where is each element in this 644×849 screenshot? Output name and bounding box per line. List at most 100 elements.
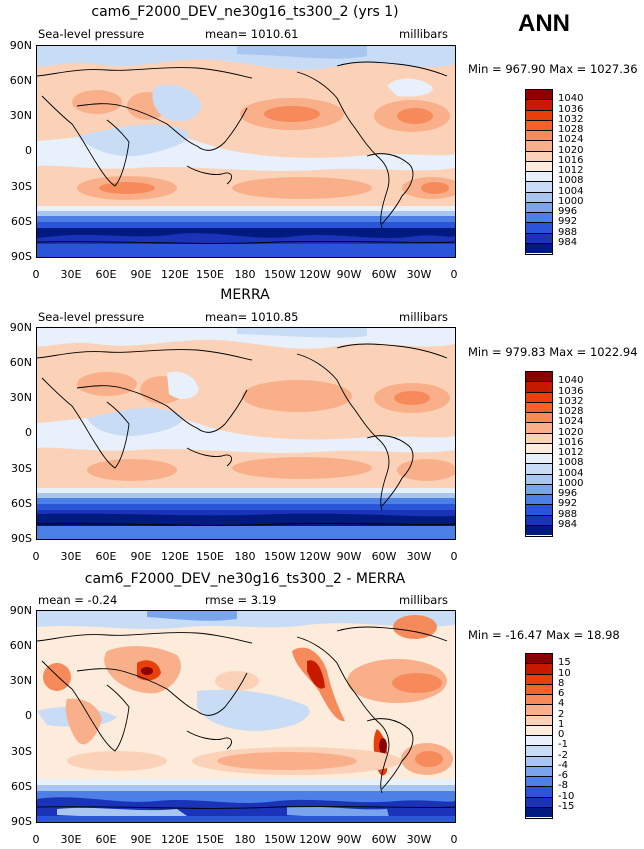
colorbar-swatch	[526, 172, 552, 183]
lat-label: 60N	[9, 74, 32, 87]
lon-label: 180	[234, 550, 256, 563]
colorbar-tick-label: 1036	[558, 385, 584, 397]
lon-label: 90W	[336, 268, 362, 281]
lon-label: 0	[450, 268, 458, 281]
colorbar-tick-label: 1016	[558, 436, 584, 448]
colorbar-tick-label: 1040	[558, 375, 584, 387]
lat-label: 90N	[9, 39, 32, 52]
colorbar	[525, 89, 553, 255]
units-label: millibars	[399, 593, 449, 607]
lon-label: 120W	[299, 268, 331, 281]
lon-label: 180	[234, 833, 256, 846]
lat-label: 60S	[11, 215, 32, 228]
lat-label: 30N	[9, 391, 32, 404]
colorbar-tick-label: 1028	[558, 406, 584, 417]
lat-label: 90N	[9, 604, 32, 617]
colorbar-tick-label: 1032	[558, 113, 584, 125]
colorbar-swatch	[526, 695, 552, 706]
colorbar-tick-label: 6	[558, 688, 565, 699]
lon-label: 90W	[336, 550, 362, 563]
colorbar-tick-label: 1004	[558, 185, 584, 197]
map-plot	[36, 610, 456, 823]
lat-label: 30N	[9, 674, 32, 687]
lon-label: 120E	[161, 550, 189, 563]
colorbar-tick-label: 984	[558, 518, 578, 530]
colorbar-swatch	[526, 100, 552, 111]
colorbar-swatch	[526, 454, 552, 465]
colorbar-tick-label: -8	[558, 780, 568, 792]
lon-label: 180	[234, 268, 256, 281]
colorbar-swatch	[526, 141, 552, 152]
colorbar-tick-label: -6	[558, 770, 568, 781]
colorbar-swatch	[526, 777, 552, 788]
colorbar-swatch	[526, 120, 552, 131]
colorbar-tick-label: 992	[558, 216, 578, 228]
colorbar-swatch	[526, 664, 552, 675]
lon-label: 30W	[406, 268, 432, 281]
colorbar-swatch	[526, 213, 552, 224]
colorbar-swatch	[526, 705, 552, 716]
colorbar-tick-label: 984	[558, 236, 578, 248]
colorbar-swatch	[526, 151, 552, 162]
units-label: millibars	[399, 310, 449, 324]
season-label: ANN	[518, 10, 570, 37]
lon-label: 60E	[95, 550, 117, 563]
lon-label: 30E	[60, 268, 82, 281]
colorbar-tick-label: -2	[558, 749, 568, 761]
colorbar-tick-label: 8	[558, 677, 565, 689]
lat-label: 0	[25, 426, 32, 439]
colorbar-tick-label: 2	[558, 708, 565, 720]
colorbar-swatch	[526, 684, 552, 695]
lat-label: 90S	[11, 250, 32, 263]
colorbar-swatch	[526, 474, 552, 485]
lon-label: 60E	[95, 833, 117, 846]
minmax-label: Min = 967.90 Max = 1027.36	[468, 62, 638, 76]
lon-label: 30W	[406, 550, 432, 563]
lon-label: 90E	[130, 268, 152, 281]
colorbar-swatch	[526, 736, 552, 747]
colorbar-swatch	[526, 202, 552, 213]
lon-label: 0	[450, 550, 458, 563]
colorbar-swatch	[526, 372, 552, 383]
lat-label: 60S	[11, 497, 32, 510]
lon-label: 150E	[196, 833, 224, 846]
colorbar-tick-label: -10	[558, 790, 575, 802]
colorbar-tick-label: 992	[558, 498, 578, 510]
colorbar-tick-label: 15	[558, 657, 571, 669]
mean-label: mean= 1010.85	[205, 310, 299, 324]
colorbar-tick-label: 1024	[558, 134, 584, 146]
colorbar-swatch	[526, 674, 552, 685]
colorbar-tick-label: 1024	[558, 416, 584, 428]
colorbar-tick-label: 1016	[558, 154, 584, 166]
panel-title: cam6_F2000_DEV_ne30g16_ts300_2 (yrs 1)	[91, 4, 399, 20]
map-field	[37, 46, 455, 257]
variable-label: Sea-level pressure	[38, 310, 145, 324]
lon-label: 60W	[371, 268, 397, 281]
colorbar-tick-label: 1020	[558, 144, 584, 156]
panel-title: MERRA	[220, 287, 270, 303]
colorbar-tick-label: 1012	[558, 447, 584, 458]
colorbar-swatch	[526, 433, 552, 444]
lon-label: 150W	[264, 550, 296, 563]
colorbar-tick-label: 1012	[558, 165, 584, 176]
colorbar-swatch	[526, 443, 552, 454]
lon-label: 0	[32, 550, 40, 563]
colorbar-swatch	[526, 495, 552, 506]
colorbar-swatch	[526, 797, 552, 808]
colorbar-tick-label: 1028	[558, 124, 584, 135]
colorbar-swatch	[526, 654, 552, 665]
colorbar-tick-label: -4	[558, 759, 568, 771]
lon-label: 90E	[130, 833, 152, 846]
lat-label: 30S	[11, 745, 32, 758]
colorbar	[525, 653, 553, 819]
colorbar-swatch	[526, 243, 552, 253]
lon-label: 120W	[299, 833, 331, 846]
lon-label: 90E	[130, 550, 152, 563]
colorbar-swatch	[526, 464, 552, 475]
colorbar-swatch	[526, 715, 552, 726]
colorbar-swatch	[526, 223, 552, 234]
colorbar-swatch	[526, 525, 552, 535]
map-plot	[36, 45, 456, 258]
colorbar	[525, 371, 553, 537]
colorbar-tick-label: -15	[558, 800, 575, 812]
